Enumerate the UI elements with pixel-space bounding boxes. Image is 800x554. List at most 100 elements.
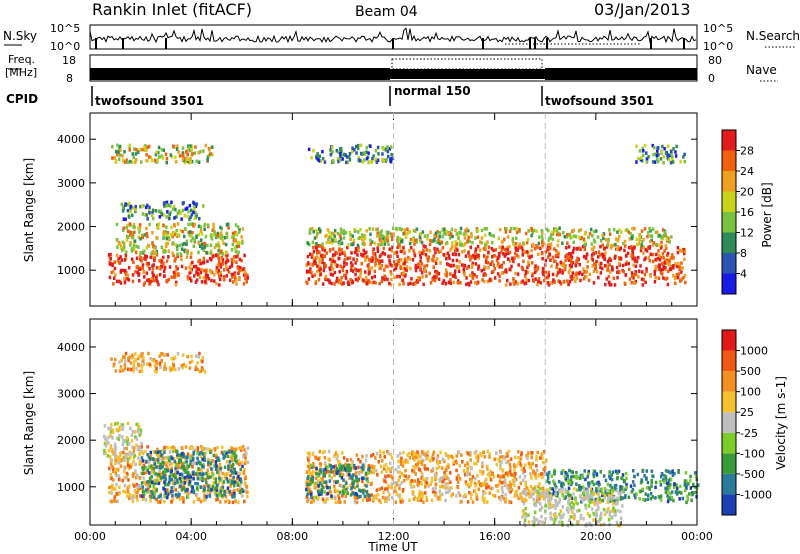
echo-cell-1-1-21 <box>220 493 224 498</box>
echo-cell-0-5-931 <box>517 263 520 267</box>
echo-cell-1-4-648 <box>473 461 476 466</box>
echo-cell-0-6-339 <box>532 228 536 233</box>
echo-cell-0-5-1009 <box>457 269 461 273</box>
echo-cell-0-5-961 <box>524 271 528 276</box>
echo-cell-0-6-176 <box>606 241 610 245</box>
echo-cell-0-4-96 <box>365 145 368 150</box>
echo-cell-1-0-387 <box>129 465 132 469</box>
echo-cell-1-0-348 <box>198 497 201 502</box>
echo-cell-1-6-43 <box>659 483 663 487</box>
echo-cell-0-6-224 <box>549 236 553 240</box>
echo-cell-1-6-202 <box>590 487 594 492</box>
echo-cell-0-5-1047 <box>643 272 647 277</box>
echo-cell-0-0-296 <box>118 279 121 284</box>
echo-cell-0-6-194 <box>436 230 439 234</box>
echo-cell-1-4-441 <box>431 452 435 456</box>
echo-cell-1-4-311 <box>420 482 423 486</box>
echo-cell-1-2-86 <box>109 430 113 434</box>
echo-cell-0-5-37 <box>329 272 333 276</box>
echo-cell-1-4-853 <box>497 482 501 486</box>
echo-cell-1-2-93 <box>110 458 114 462</box>
echo-cell-1-4-828 <box>509 457 513 461</box>
echo-cell-1-4-821 <box>502 497 506 501</box>
echo-cell-1-4-491 <box>399 500 403 504</box>
echo-cell-1-0-78 <box>135 495 138 499</box>
echo-cell-0-5-192 <box>633 272 636 277</box>
echo-cell-1-4-382 <box>375 488 379 492</box>
echo-cell-0-3-105 <box>135 158 138 162</box>
echo-cell-1-6-100 <box>579 500 583 504</box>
echo-cell-0-4-20 <box>335 149 339 153</box>
echo-cell-1-0-149 <box>114 471 118 476</box>
echo-cell-0-5-928 <box>377 258 381 262</box>
power-ylabel: Slant Range [km] <box>22 158 36 262</box>
echo-cell-0-5-102 <box>639 248 643 253</box>
echo-cell-0-5-518 <box>310 255 314 259</box>
echo-cell-1-5-11 <box>365 489 368 494</box>
echo-cell-0-6-384 <box>471 241 474 245</box>
echo-cell-1-1-93 <box>238 490 242 494</box>
echo-cell-0-5-893 <box>447 263 450 267</box>
echo-cell-0-0-153 <box>160 259 163 263</box>
echo-cell-1-4-47 <box>435 474 438 478</box>
echo-cell-0-6-149 <box>572 234 576 238</box>
echo-cell-0-5-984 <box>657 276 661 280</box>
echo-cell-0-5-535 <box>630 274 634 278</box>
echo-cell-0-6-288 <box>434 231 438 235</box>
echo-cell-1-0-296 <box>109 499 113 503</box>
echo-cell-0-6-300 <box>670 235 673 239</box>
echo-cell-0-0-300 <box>242 282 246 286</box>
echo-cell-0-5-153 <box>378 281 381 286</box>
echo-cell-0-1-181 <box>171 241 175 245</box>
echo-cell-0-0-20 <box>142 256 146 261</box>
echo-cell-0-6-340 <box>518 228 521 232</box>
echo-cell-0-7-2 <box>645 151 648 155</box>
echo-cell-0-6-441 <box>514 242 518 246</box>
echo-cell-1-0-419 <box>164 456 167 460</box>
echo-cell-0-5-783 <box>316 264 319 268</box>
echo-cell-0-5-221 <box>341 282 344 286</box>
echo-cell-1-1-145 <box>196 486 199 490</box>
echo-cell-1-0-477 <box>219 500 222 504</box>
echo-cell-0-5-340 <box>544 250 547 254</box>
echo-cell-1-0-216 <box>170 466 174 470</box>
echo-cell-1-0-273 <box>117 492 120 496</box>
echo-cell-0-6-26 <box>643 227 647 231</box>
echo-cell-0-5-941 <box>599 265 602 270</box>
echo-cell-1-4-861 <box>511 478 515 482</box>
echo-cell-0-5-918 <box>368 271 371 275</box>
echo-cell-1-4-626 <box>507 484 510 488</box>
echo-cell-0-5-786 <box>606 268 610 272</box>
echo-cell-1-5-101 <box>351 483 354 488</box>
echo-cell-0-5-381 <box>536 282 539 287</box>
echo-cell-1-1-237 <box>232 483 236 488</box>
echo-cell-0-6-237 <box>363 235 367 240</box>
echo-cell-0-5-768 <box>343 253 347 258</box>
echo-cell-0-0-42 <box>197 273 201 278</box>
echo-cell-1-4-831 <box>432 450 436 454</box>
echo-cell-1-4-875 <box>500 485 504 490</box>
echo-cell-0-6-277 <box>512 243 516 247</box>
echo-cell-1-2-43 <box>116 428 120 433</box>
echo-cell-1-4-36 <box>468 491 471 495</box>
echo-cell-1-4-843 <box>380 459 384 463</box>
echo-cell-0-4-13 <box>371 156 374 161</box>
echo-cell-0-5-665 <box>358 274 362 279</box>
echo-cell-1-4-666 <box>309 480 312 484</box>
echo-cell-0-5-246 <box>526 253 530 258</box>
echo-cell-1-4-850 <box>475 455 478 459</box>
echo-cell-0-6-284 <box>565 235 569 239</box>
echo-cell-0-5-444 <box>422 251 425 256</box>
echo-cell-1-4-762 <box>491 486 494 491</box>
echo-cell-1-5-18 <box>320 491 323 495</box>
echo-cell-1-4-574 <box>406 460 409 464</box>
echo-cell-1-0-103 <box>136 473 139 478</box>
echo-cell-1-0-21 <box>166 445 169 450</box>
echo-cell-0-5-884 <box>343 258 347 262</box>
echo-cell-0-0-230 <box>234 278 238 282</box>
echo-cell-1-3-8 <box>163 362 167 366</box>
echo-cell-0-5-537 <box>592 251 595 256</box>
echo-cell-1-4-457 <box>390 456 394 460</box>
echo-cell-1-1-116 <box>167 480 171 485</box>
nsky-panel: N.Sky 10^5 10^0 10^5 10^0 N.Search <box>3 22 800 53</box>
